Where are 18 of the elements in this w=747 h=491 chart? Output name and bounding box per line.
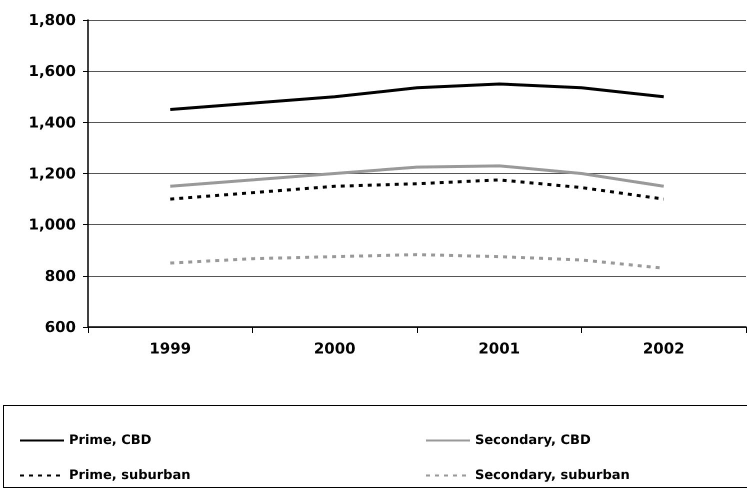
y-tick-label: 1,200	[28, 164, 76, 182]
y-tick-label: 800	[44, 266, 76, 285]
x-tick-label: 2000	[314, 340, 356, 358]
line-series	[168, 178, 666, 201]
legend-label: Prime, CBD	[69, 433, 152, 448]
x-tick-label: 2001	[478, 340, 520, 358]
y-tick-label: 1,000	[28, 216, 76, 234]
line-series	[168, 164, 666, 188]
y-tick-label: 1,600	[28, 62, 76, 80]
line-series	[168, 82, 666, 112]
y-tick-label: 1,800	[28, 11, 76, 29]
y-tick-label: 1,400	[28, 113, 76, 132]
legend-label: Prime, suburban	[69, 468, 191, 483]
y-tick-label: 600	[44, 318, 76, 336]
x-tick-label: 2002	[642, 340, 685, 358]
legend-label: Secondary, CBD	[475, 433, 591, 448]
legend-label: Secondary, suburban	[475, 468, 630, 483]
x-tick-label: 1999	[149, 340, 192, 358]
